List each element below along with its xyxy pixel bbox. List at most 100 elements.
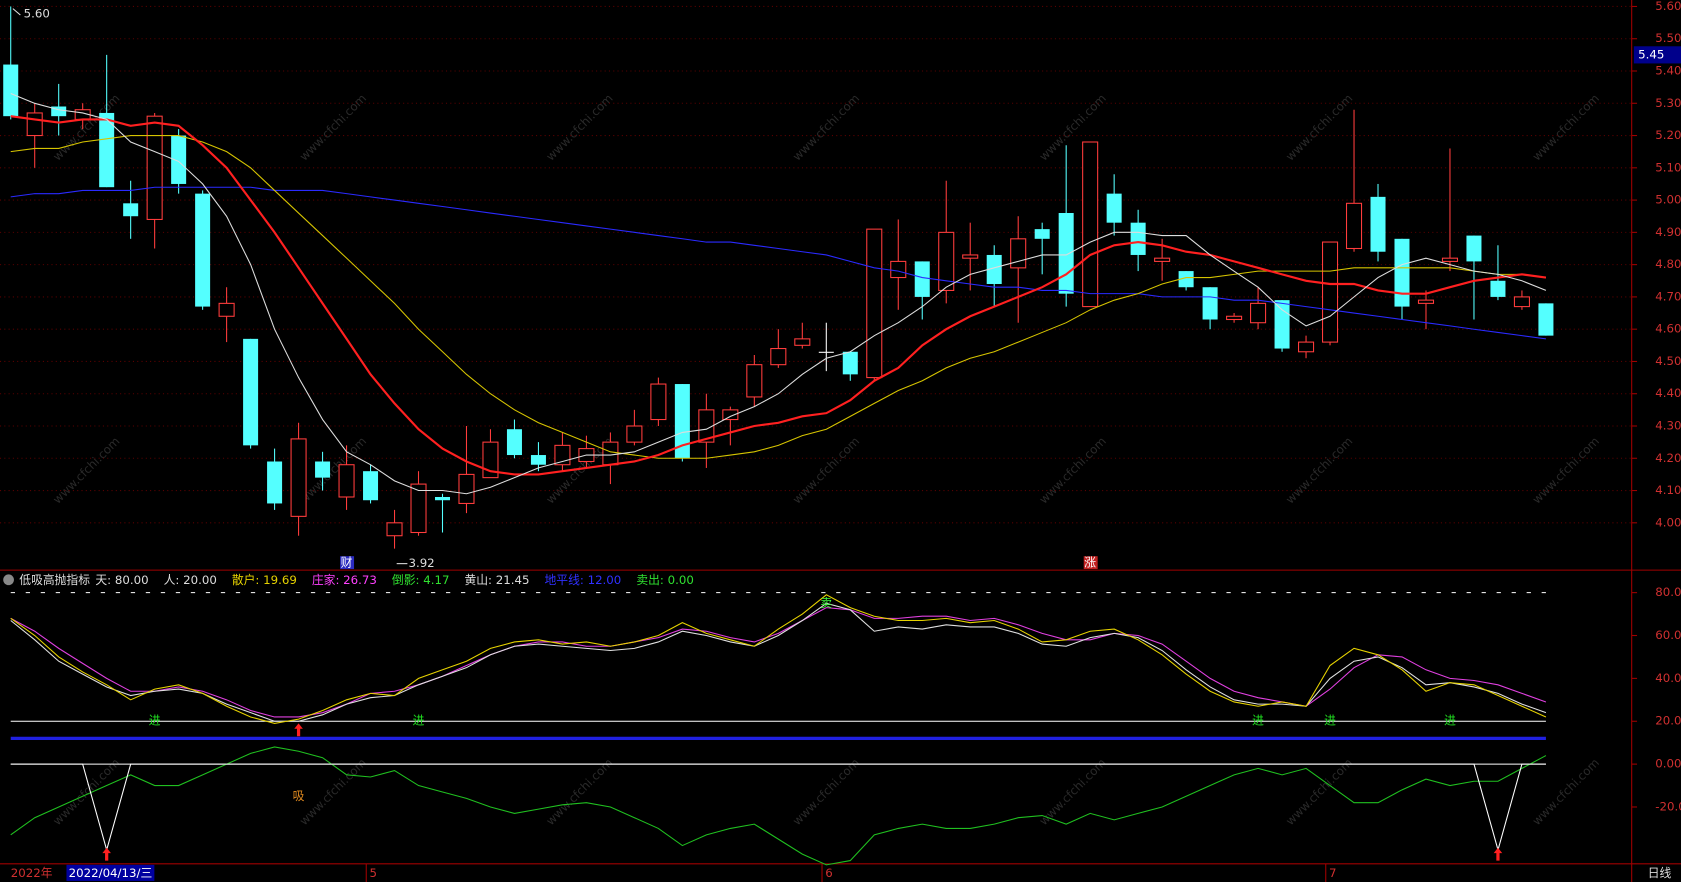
y-tick-label: 4.10 [1655, 483, 1681, 497]
signal-arrow [102, 847, 111, 861]
candle-body [770, 348, 787, 366]
indicator-line [10, 746, 1547, 866]
x-tick-label: 6 [825, 866, 833, 880]
candle-body [243, 338, 259, 446]
signal-arrow [294, 723, 303, 737]
period-label: 日线 [1648, 866, 1672, 880]
y-tick-label: 4.40 [1655, 386, 1681, 400]
candle-body [866, 228, 883, 379]
y-tick-label: 5.50 [1655, 31, 1681, 45]
candle-body [363, 471, 379, 501]
indicator-line [10, 763, 1546, 852]
y-tick-label: -20.00 [1655, 799, 1681, 813]
y-tick-label: 60.00 [1655, 628, 1681, 642]
year-label: 2022年 [11, 866, 53, 880]
y-tick-label: 5.00 [1655, 193, 1681, 207]
candle-body [1538, 303, 1554, 336]
candle-body [890, 260, 907, 279]
header-item: 地平线: 12.00 [545, 572, 622, 586]
candle-body [458, 473, 475, 504]
annotation-label: 3.92 [408, 556, 434, 570]
candle-body [746, 364, 763, 398]
moving-average [10, 115, 1547, 476]
moving-average [10, 135, 1546, 459]
moving-average [10, 93, 1547, 495]
candle-body [1298, 341, 1315, 353]
cursor-date: 2022/04/13/三 [69, 866, 153, 880]
candle-body [530, 455, 546, 465]
header-item: 人: 20.00 [164, 572, 217, 586]
candle-body [1082, 141, 1099, 308]
y-tick-label: 5.40 [1655, 64, 1681, 78]
candle-body [171, 135, 187, 184]
y-tick-label: 4.70 [1655, 289, 1681, 303]
candle-body [1130, 222, 1146, 255]
candle-body [1202, 287, 1218, 320]
annotation-label: 5.60 [24, 6, 50, 20]
candle-body [1250, 302, 1267, 324]
signal-label: 进 [1324, 714, 1336, 728]
candle-body [290, 438, 307, 517]
candle-body [1345, 202, 1363, 250]
y-tick-label: 40.00 [1655, 671, 1681, 685]
y-tick-label: 5.30 [1655, 96, 1681, 110]
y-tick-label: 5.20 [1655, 128, 1681, 142]
y-tick-label: 0.00 [1655, 757, 1681, 771]
candle-body [602, 441, 619, 466]
x-tick-label: 5 [369, 866, 377, 880]
candle-body [506, 429, 522, 456]
marker-box [340, 556, 355, 570]
candle-body [1490, 280, 1506, 297]
header-item: 倒影: 4.17 [392, 572, 450, 586]
candle-body [626, 425, 643, 443]
candle-body [338, 464, 355, 498]
candle-body [3, 64, 19, 117]
marker-box [1083, 556, 1098, 570]
y-tick-label: 4.90 [1655, 225, 1681, 239]
y-tick-label: 4.50 [1655, 354, 1681, 368]
indicator-header: 低吸高抛指标 天: 80.00 人: 20.00 散户: 19.69 庄家: 26.73… [19, 572, 694, 586]
current-price-box [1633, 46, 1681, 64]
candle-body [146, 115, 163, 220]
signal-label: 进 [149, 714, 161, 728]
signal-arrow [1493, 847, 1503, 861]
candle-body [1417, 299, 1435, 304]
header-item: 庄家: 26.73 [312, 572, 377, 586]
candle-body [1274, 300, 1290, 349]
candle-body [650, 383, 667, 421]
annotation-arrow [12, 8, 21, 16]
candle-body [1226, 315, 1243, 321]
marker-label: 涨 [1084, 556, 1096, 570]
indicator-line [10, 602, 1547, 722]
header-item: 卖出: 0.00 [636, 572, 694, 586]
candle-body [267, 461, 283, 504]
header-item: 天: 80.00 [95, 572, 148, 586]
indicator-title: 低吸高抛指标 [19, 572, 90, 586]
candle-body [51, 106, 67, 117]
signal-label: 进 [1444, 714, 1456, 728]
signal-label: 进 [1252, 714, 1264, 728]
signal-label: 进 [413, 714, 425, 728]
marker-label: 财 [341, 556, 353, 570]
candle-body [1466, 235, 1482, 262]
cursor-date-box [66, 864, 155, 881]
signal-label: 吸 [293, 789, 305, 803]
candle-body [218, 302, 235, 317]
candle-body [1010, 238, 1027, 269]
candle-body [698, 409, 715, 443]
candle-body [986, 254, 1002, 284]
candle-body [410, 483, 427, 534]
candle-body [1058, 212, 1074, 294]
candle-body [1321, 241, 1339, 343]
current-price-label: 5.45 [1638, 47, 1664, 61]
candle-body [962, 254, 979, 259]
y-tick-label: 4.80 [1655, 257, 1681, 271]
y-tick-label: 4.00 [1655, 515, 1681, 529]
collapse-icon [3, 574, 14, 586]
candle-body [1154, 257, 1171, 262]
candle-body [554, 444, 571, 466]
moving-average [10, 186, 1546, 340]
candle-body [99, 112, 115, 188]
